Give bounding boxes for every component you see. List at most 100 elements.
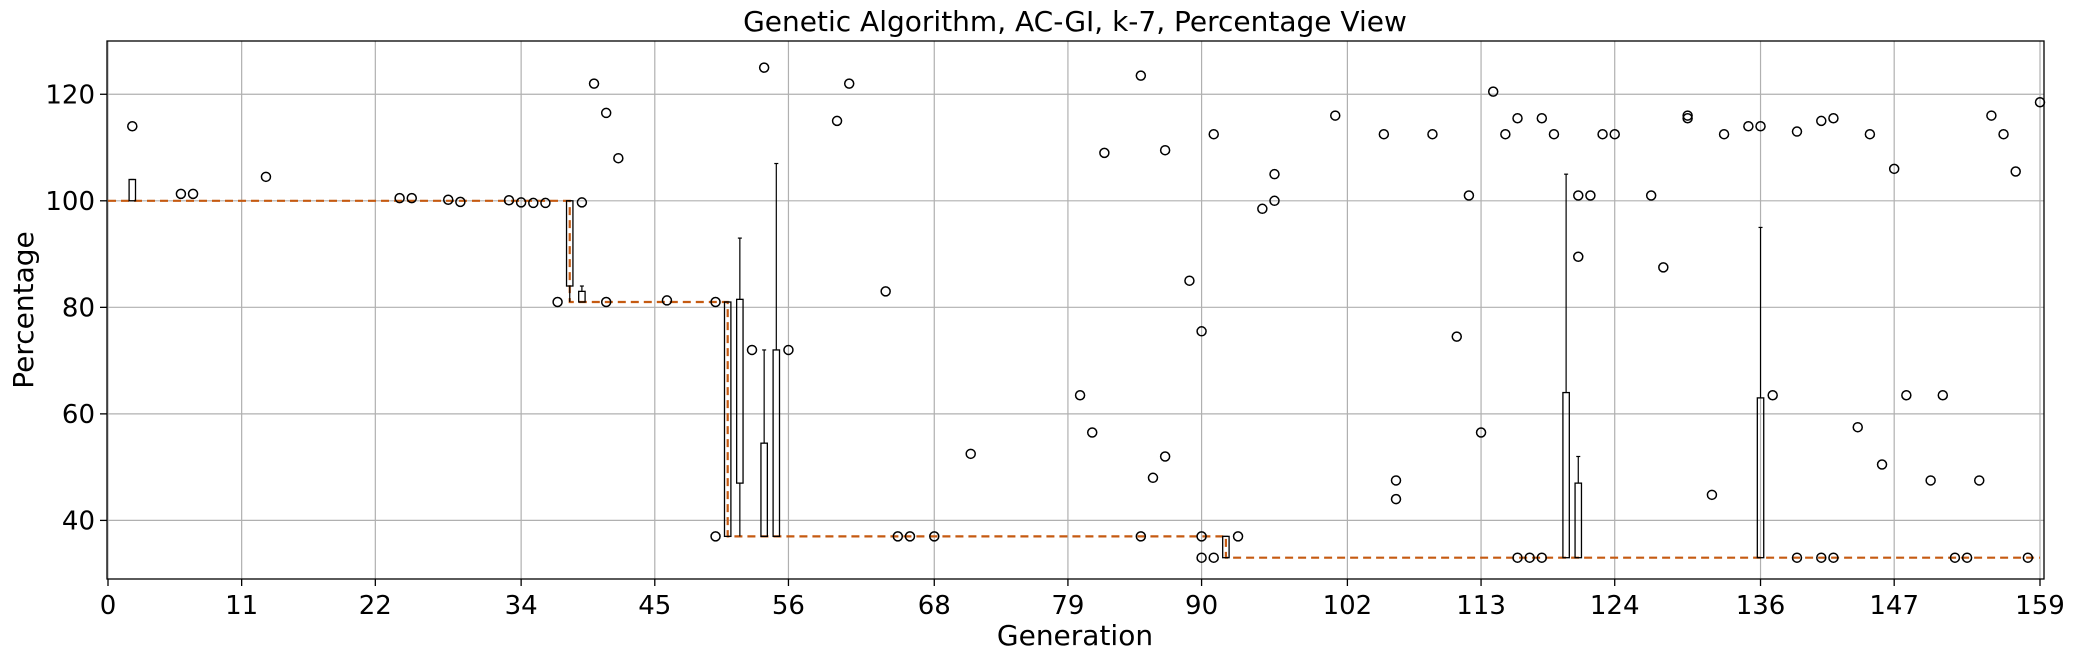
outlier-point	[1828, 552, 1839, 563]
outlier-point	[552, 296, 563, 308]
y-axis-label: Percentage	[7, 231, 40, 389]
x-tick-label: 22	[359, 591, 392, 621]
x-tick-label: 34	[505, 591, 538, 621]
outlier-point	[1159, 144, 1171, 156]
outlier-point	[1682, 112, 1693, 124]
outlier-point	[503, 195, 515, 206]
outlier-point	[187, 188, 199, 200]
x-tick-label: 124	[1590, 591, 1640, 621]
outlier-point	[1986, 110, 1997, 121]
x-tick-label: 159	[2015, 591, 2065, 621]
x-axis-ticks: 0 11 22 34 45 56 68 79 90 102 113 124 136 147 159	[100, 579, 2065, 621]
outlier-point	[1378, 128, 1390, 140]
outlier-point	[783, 344, 794, 356]
y-tick-label: 100	[45, 187, 95, 217]
outlier-point	[1548, 128, 1560, 140]
outlier-point	[1086, 427, 1098, 438]
outlier-point	[1135, 70, 1147, 81]
outlier-point	[394, 192, 405, 204]
outlier-point	[758, 62, 770, 73]
outlier-point	[600, 296, 612, 308]
x-tick-label: 136	[1736, 591, 1786, 621]
outlier-point	[1451, 331, 1463, 342]
outlier-point	[892, 531, 904, 542]
outlier-point	[1196, 326, 1207, 337]
outlier-point	[1427, 128, 1438, 140]
outlier-point	[175, 188, 187, 200]
outlier-point	[1816, 115, 1827, 127]
outlier-point	[1512, 552, 1523, 563]
outlier-point	[710, 531, 721, 542]
box-glyph	[1574, 455, 1583, 559]
outlier-point	[442, 194, 454, 205]
box-glyph	[128, 178, 137, 202]
box-rect	[1574, 482, 1583, 559]
outlier-point	[1269, 195, 1280, 207]
x-tick-label: 56	[772, 591, 805, 621]
y-axis-ticks: 40 60 80 100 120	[45, 80, 107, 536]
outlier-point	[929, 531, 940, 542]
x-tick-label: 113	[1456, 591, 1506, 621]
x-tick-label: 147	[1869, 591, 1919, 621]
outlier-point	[1196, 552, 1207, 563]
outlier-point	[1135, 531, 1147, 542]
outlier-point	[1937, 389, 1949, 401]
x-tick-label: 90	[1185, 591, 1218, 621]
outlier-point	[1196, 531, 1207, 542]
outlier-point	[1645, 190, 1657, 201]
box-glyph	[772, 162, 781, 538]
outlier-point	[1828, 112, 1839, 124]
chart-title: Genetic Algorithm, AC-GI, k-7, Percentag…	[743, 5, 1407, 38]
outlier-point	[831, 115, 843, 127]
outliers-layer	[127, 62, 2046, 563]
box-rect	[735, 298, 744, 484]
outlier-point	[1390, 475, 1402, 486]
outlier-point	[1099, 147, 1110, 159]
outlier-point	[613, 152, 624, 164]
outlier-point	[904, 531, 916, 542]
x-tick-label: 45	[638, 591, 671, 621]
box-rect	[1756, 397, 1765, 559]
outlier-point	[1609, 128, 1620, 140]
outlier-point	[1901, 389, 1912, 401]
outlier-point	[1743, 120, 1754, 132]
box-glyph	[1562, 173, 1570, 559]
plot-frame	[106, 40, 2045, 580]
box-glyph	[760, 349, 769, 538]
y-tick-label: 40	[62, 506, 95, 536]
y-tick-label: 60	[62, 400, 95, 430]
outlier-point	[1718, 128, 1730, 140]
outlier-point	[1852, 421, 1863, 433]
outlier-point	[1573, 251, 1584, 262]
outlier-point	[746, 344, 758, 356]
outlier-point	[1998, 128, 2009, 140]
x-tick-label: 102	[1323, 591, 1373, 621]
outlier-point	[661, 295, 673, 306]
box-rect	[1222, 535, 1230, 559]
median-line	[108, 199, 2040, 559]
outlier-point	[1269, 168, 1280, 180]
box-glyph	[565, 200, 574, 303]
outlier-point	[1876, 459, 1888, 470]
box-glyph	[1222, 535, 1230, 559]
outlier-point	[455, 196, 466, 208]
outlier-point	[1925, 475, 1936, 486]
x-tick-label: 11	[225, 591, 258, 621]
x-tick-label: 79	[1051, 591, 1084, 621]
outlier-point	[1585, 190, 1596, 201]
box-glyph	[1756, 226, 1765, 559]
grid-lines	[107, 41, 2044, 579]
outlier-point	[1888, 163, 1900, 175]
outlier-point	[2022, 552, 2034, 563]
box-rect	[128, 178, 137, 202]
outlier-point	[1973, 475, 1985, 486]
x-axis-label: Generation	[997, 619, 1153, 652]
outlier-point	[1147, 472, 1159, 484]
outlier-point	[1208, 128, 1219, 140]
outlier-point	[1864, 128, 1876, 140]
outlier-point	[515, 197, 527, 208]
outlier-point	[576, 197, 588, 208]
outlier-point	[843, 78, 855, 89]
outlier-point	[588, 78, 600, 89]
